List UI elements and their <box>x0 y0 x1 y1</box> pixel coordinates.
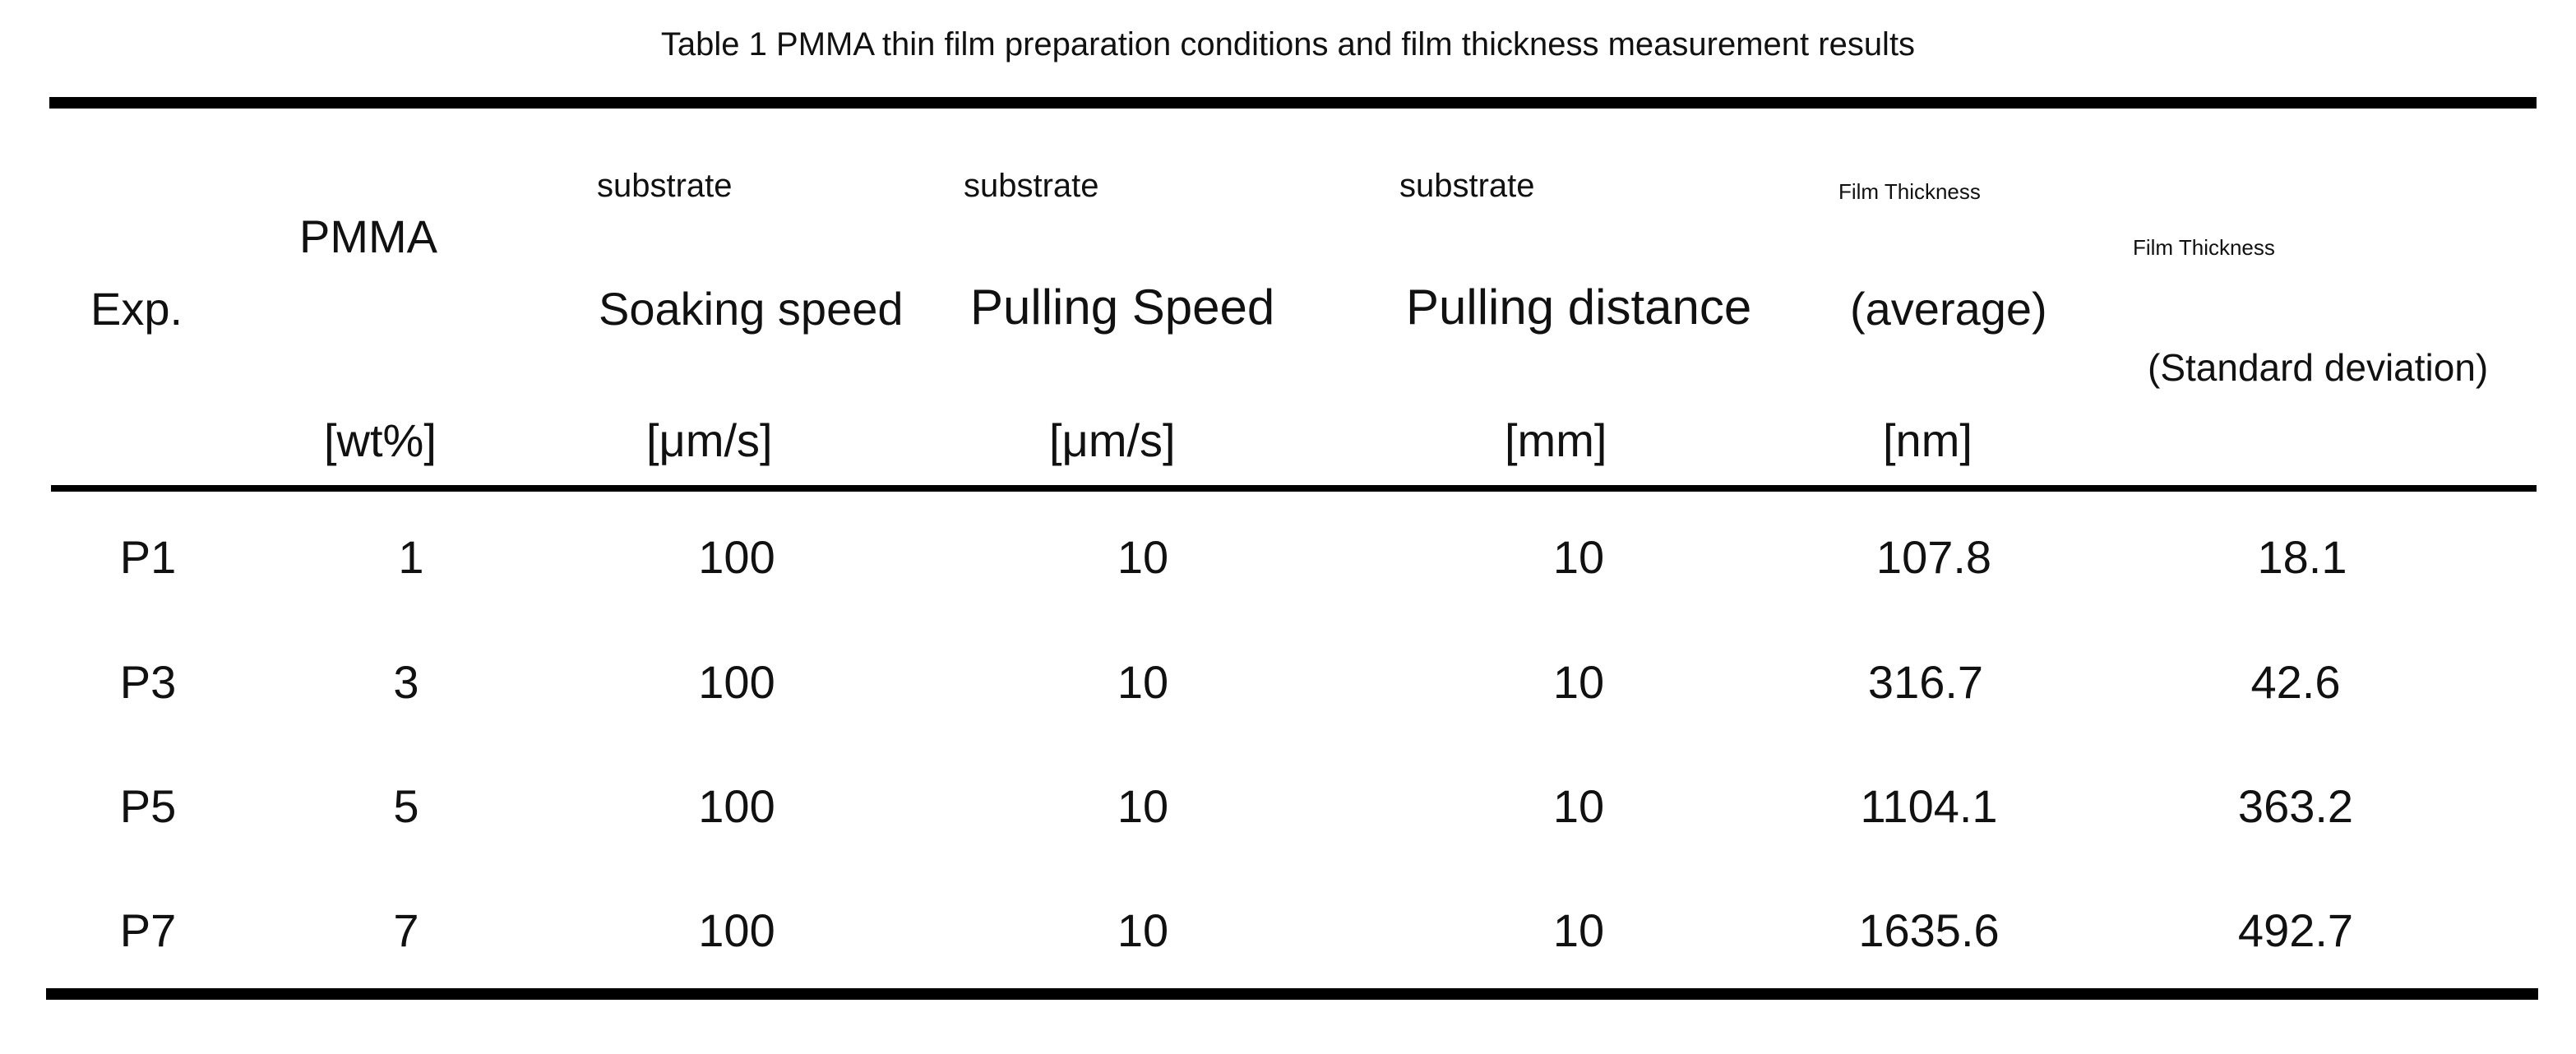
header-rule <box>51 485 2537 492</box>
header-pmma-unit: [wt%] <box>324 414 437 466</box>
table-cell: 100 <box>698 904 775 956</box>
table-cell: 18.1 <box>2257 531 2347 583</box>
table-caption: Table 1 PMMA thin film preparation condi… <box>660 26 1916 62</box>
header-soak-label: Soaking speed <box>599 283 904 335</box>
table-cell: 1 <box>398 531 424 583</box>
header-sd-prefix: Film Thickness <box>2133 235 2275 260</box>
table-cell: 1635.6 <box>1858 904 2000 956</box>
header-avg-unit: [nm] <box>1883 414 1972 466</box>
header-pull-unit: [μm/s] <box>1049 414 1176 466</box>
table-cell: 1104.1 <box>1860 780 1998 832</box>
header-dist-prefix: substrate <box>1399 168 1535 204</box>
table-cell: 10 <box>1117 656 1169 708</box>
header-dist-label: Pulling distance <box>1406 280 1752 335</box>
table-cell: 100 <box>698 780 775 832</box>
header-dist-unit: [mm] <box>1505 414 1607 466</box>
table-cell: 5 <box>393 780 419 832</box>
table-cell: P7 <box>119 904 177 956</box>
table-cell: P5 <box>119 780 177 832</box>
table-cell: 100 <box>698 656 775 708</box>
table-cell: 10 <box>1552 904 1605 956</box>
header-sd-label: (Standard deviation) <box>2148 346 2489 389</box>
header-pull-label: Pulling Speed <box>970 280 1275 335</box>
table-cell: 10 <box>1117 780 1169 832</box>
table-cell: 10 <box>1552 656 1605 708</box>
table-cell: P1 <box>119 531 177 583</box>
header-avg-label: (average) <box>1850 283 2047 335</box>
header-pull-prefix: substrate <box>964 168 1099 204</box>
header-pmma: PMMA <box>299 210 437 262</box>
table-cell: P3 <box>119 656 177 708</box>
bottom-rule <box>46 988 2538 1000</box>
table-cell: 363.2 <box>2237 780 2354 832</box>
header-avg-prefix: Film Thickness <box>1838 179 1981 204</box>
table-cell: 10 <box>1117 904 1169 956</box>
table-cell: 107.8 <box>1875 531 1992 583</box>
header-soak-prefix: substrate <box>597 168 733 204</box>
table-cell: 10 <box>1552 780 1605 832</box>
table-cell: 10 <box>1552 531 1605 583</box>
header-exp: Exp. <box>90 283 183 335</box>
table-cell: 3 <box>393 656 419 708</box>
table-cell: 492.7 <box>2237 904 2354 956</box>
table-cell: 10 <box>1117 531 1169 583</box>
table-cell: 100 <box>698 531 775 583</box>
table-cell: 42.6 <box>2250 656 2341 708</box>
top-rule <box>49 97 2537 109</box>
table-cell: 7 <box>393 904 419 956</box>
header-soak-unit: [μm/s] <box>646 414 773 466</box>
table-cell: 316.7 <box>1867 656 1984 708</box>
